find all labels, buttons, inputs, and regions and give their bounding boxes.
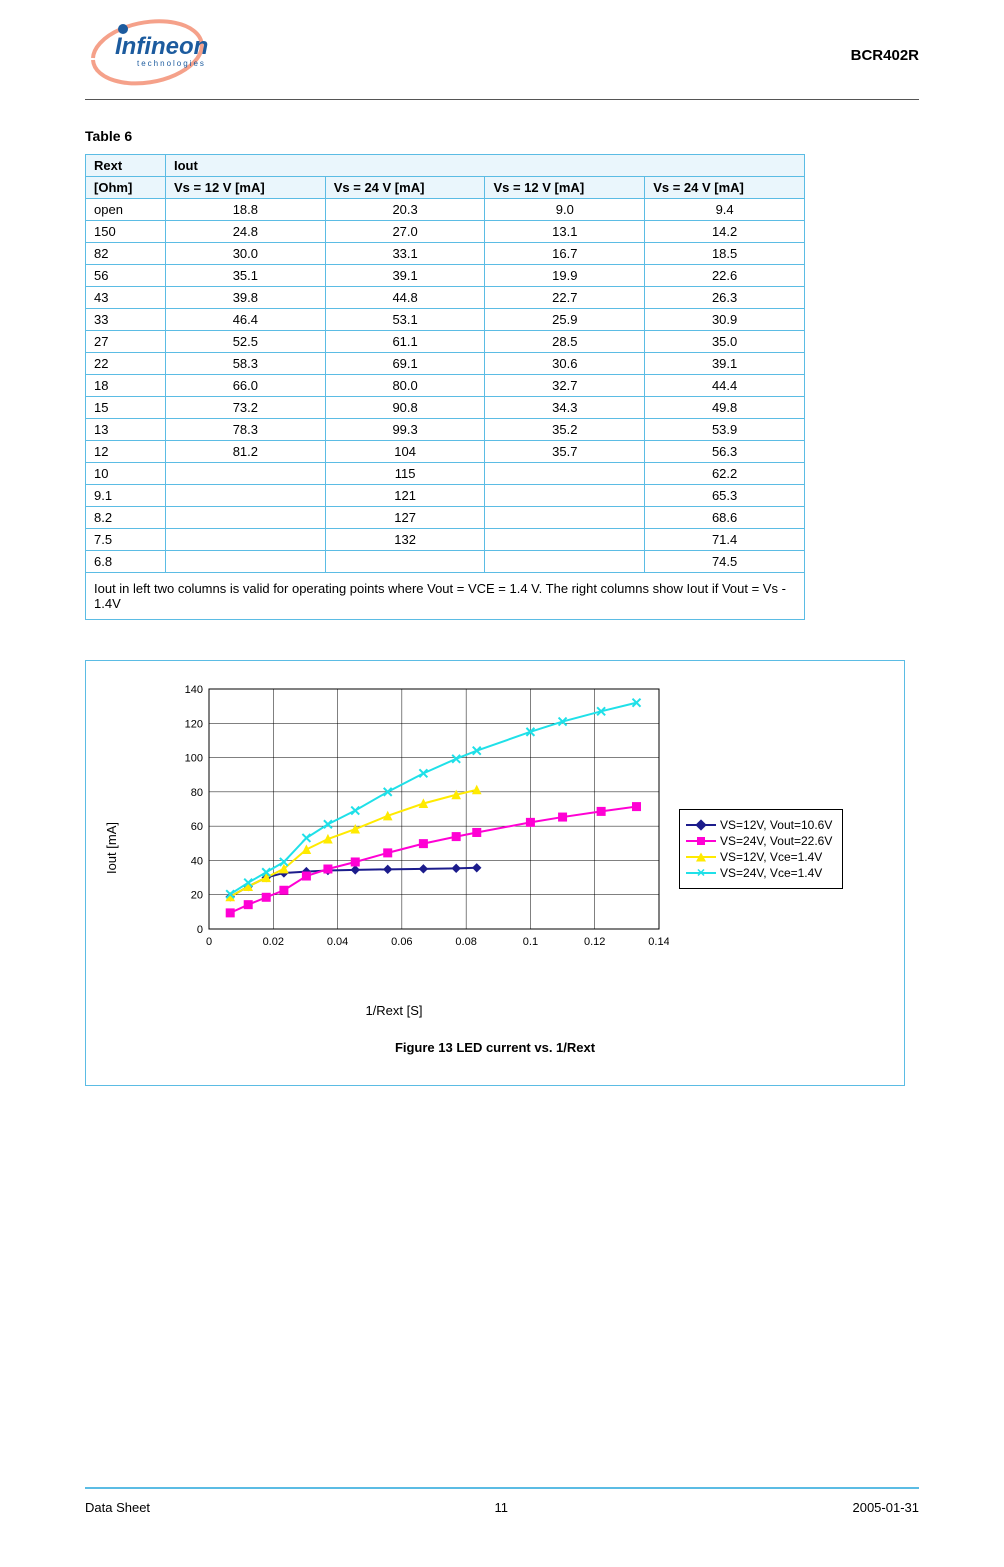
table-row: 1866.080.032.744.4 (86, 375, 805, 397)
svg-text:100: 100 (185, 753, 203, 765)
svg-text:80: 80 (191, 787, 203, 799)
chart-plot: 0 0.02 0.04 0.06 0.08 0.1 0.12 0.14 0 20 40 60 80 100… (159, 679, 669, 959)
col-header: Vs = 12 V [mA] (166, 177, 326, 199)
table-row: 4339.844.822.726.3 (86, 287, 805, 309)
footer-right: 2005-01-31 (852, 1500, 919, 1515)
legend-item: VS=12V, Vout=10.6V (686, 818, 832, 832)
y-axis-label: Iout [mA] (104, 822, 119, 874)
chart-container: Iout [mA] 0 0.02 0.04 0.06 0.08 0.1 0.12 0.14 0 2… (85, 660, 905, 1086)
svg-text:0.04: 0.04 (327, 936, 348, 948)
table-row: 8230.033.116.718.5 (86, 243, 805, 265)
footer-center: 11 (495, 1500, 509, 1515)
svg-text:0.1: 0.1 (523, 936, 538, 948)
table-row: 9.112165.3 (86, 485, 805, 507)
table-row: 3346.453.125.930.9 (86, 309, 805, 331)
table-row: 2752.561.128.535.0 (86, 331, 805, 353)
data-table: Rext Iout [Ohm]Vs = 12 V [mA]Vs = 24 V [… (85, 154, 805, 620)
svg-text:120: 120 (185, 718, 203, 730)
table-footer: Iout in left two columns is valid for op… (86, 573, 805, 620)
chart-caption: Figure 13 LED current vs. 1/Rext (104, 1040, 886, 1055)
doc-id: BCR402R (255, 47, 919, 64)
svg-text:40: 40 (191, 855, 203, 867)
x-axis-label: 1/Rext [S] (119, 1003, 669, 1018)
table-row: open18.820.39.09.4 (86, 199, 805, 221)
table-row: 1281.210435.756.3 (86, 441, 805, 463)
table-row: 2258.369.130.639.1 (86, 353, 805, 375)
logo: Infineon technologies (85, 18, 255, 93)
page-header: Infineon technologies BCR402R (85, 0, 919, 100)
svg-text:140: 140 (185, 684, 203, 696)
col-header: Vs = 24 V [mA] (325, 177, 485, 199)
table-row: 5635.139.119.922.6 (86, 265, 805, 287)
svg-text:0.06: 0.06 (391, 936, 412, 948)
legend-item: VS=24V, Vout=22.6V (686, 834, 832, 848)
col-header: Vs = 12 V [mA] (485, 177, 645, 199)
svg-text:0.12: 0.12 (584, 936, 605, 948)
table-row: 7.513271.4 (86, 529, 805, 551)
footer-rule (85, 1487, 919, 1489)
svg-text:60: 60 (191, 821, 203, 833)
table-row: 1573.290.834.349.8 (86, 397, 805, 419)
table-row: 1011562.2 (86, 463, 805, 485)
th-rext: Rext (86, 155, 166, 177)
svg-text:0: 0 (206, 936, 212, 948)
col-header: [Ohm] (86, 177, 166, 199)
svg-text:0.14: 0.14 (648, 936, 669, 948)
svg-text:Infineon: Infineon (115, 33, 208, 60)
table-row: 15024.827.013.114.2 (86, 221, 805, 243)
table-row: 8.212768.6 (86, 507, 805, 529)
table-row: 6.874.5 (86, 551, 805, 573)
svg-text:0.08: 0.08 (455, 936, 476, 948)
th-iout: Iout (166, 155, 805, 177)
page-footer: Data Sheet 11 2005-01-31 (85, 1500, 919, 1515)
table-title: Table 6 (85, 128, 919, 144)
svg-text:technologies: technologies (137, 59, 206, 68)
footer-left: Data Sheet (85, 1500, 150, 1515)
table-row: 1378.399.335.253.9 (86, 419, 805, 441)
svg-text:0.02: 0.02 (263, 936, 284, 948)
legend-item: ✕VS=24V, Vce=1.4V (686, 866, 832, 880)
svg-text:0: 0 (197, 924, 203, 936)
svg-text:20: 20 (191, 890, 203, 902)
chart-legend: VS=12V, Vout=10.6V VS=24V, Vout=22.6V VS=1… (679, 809, 843, 889)
col-header: Vs = 24 V [mA] (645, 177, 805, 199)
legend-item: VS=12V, Vce=1.4V (686, 850, 832, 864)
